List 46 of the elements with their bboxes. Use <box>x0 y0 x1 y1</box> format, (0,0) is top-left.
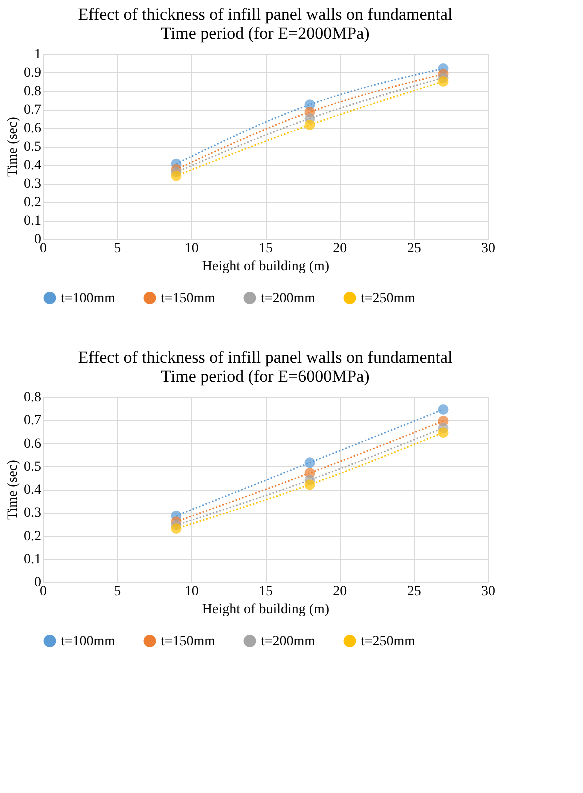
legend-label: t=150mm <box>161 634 216 650</box>
legend-label: t=250mm <box>361 634 416 650</box>
x-tick-label: 15 <box>259 242 273 256</box>
legend-label: t=200mm <box>261 291 316 306</box>
y-axis-title: Time (sec) <box>6 116 21 177</box>
x-tick-label: 10 <box>184 584 199 600</box>
legend-label: t=250mm <box>361 291 416 306</box>
y-tick-label: 0.1 <box>24 552 42 568</box>
y-tick-label: 0.6 <box>24 436 42 452</box>
y-tick-label: 0.5 <box>24 140 42 155</box>
x-tick-label: 25 <box>407 584 422 600</box>
y-tick-label: 0.3 <box>24 506 42 522</box>
y-tick-label: 0.4 <box>24 483 42 498</box>
x-tick-label: 10 <box>184 242 199 256</box>
legend-label: t=150mm <box>161 291 216 306</box>
text: Time period (for E=6000MPa) <box>161 367 370 386</box>
y-tick-label: 0.9 <box>24 66 42 81</box>
y-tick-label: 0.3 <box>24 177 42 192</box>
y-tick-label: 0.6 <box>24 122 42 136</box>
text: Time period (for E=2000MPa) <box>161 24 370 43</box>
text: Effect of thickness of infill panel walls on fundamental <box>78 5 453 24</box>
y-tick-label: 0.8 <box>24 390 42 406</box>
legend-label: t=200mm <box>261 634 316 650</box>
y-tick-label: 1 <box>34 48 42 62</box>
x-tick-label: 20 <box>333 242 348 256</box>
y-tick-label: 0.7 <box>24 414 42 429</box>
y-tick-label: 0.4 <box>24 158 42 174</box>
text: Effect of thickness of infill panel walls on fundamental <box>78 348 453 367</box>
legend-label: t=100mm <box>61 291 116 306</box>
legend-label: t=100mm <box>61 634 116 650</box>
x-tick-label: 30 <box>482 584 496 600</box>
x-tick-label: 20 <box>333 584 348 600</box>
x-axis-title: Height of building (m) <box>202 260 330 274</box>
x-tick-label: 30 <box>482 242 496 256</box>
y-tick-label: 0.1 <box>24 214 42 229</box>
y-tick-label: 0.5 <box>24 460 42 475</box>
x-tick-label: 5 <box>114 242 122 256</box>
x-tick-label: 25 <box>407 242 422 256</box>
y-tick-label: 0.8 <box>24 84 42 100</box>
y-axis-title: Time (sec) <box>6 460 21 520</box>
y-tick-label: 0.2 <box>24 529 42 544</box>
y-tick-label: 0.2 <box>24 196 42 210</box>
x-tick-label: 15 <box>259 584 273 600</box>
x-tick-label: 5 <box>114 584 122 600</box>
y-tick-label: 0.7 <box>24 103 42 118</box>
x-axis-title: Height of building (m) <box>202 602 330 618</box>
